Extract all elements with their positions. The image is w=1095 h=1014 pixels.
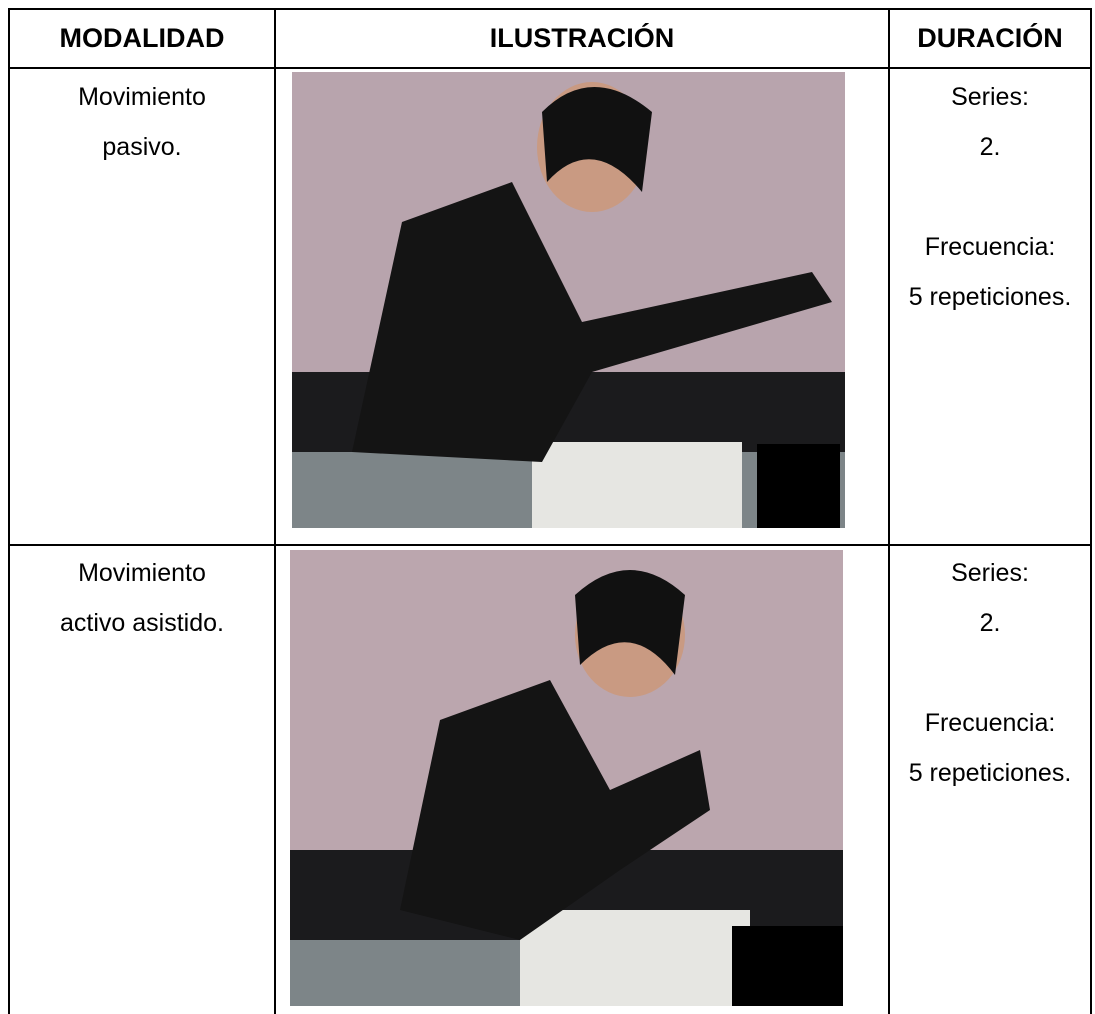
text-line: 5 repeticiones. — [908, 759, 1072, 787]
border — [1090, 8, 1092, 1014]
text-line: 2. — [979, 609, 1001, 637]
border — [8, 67, 1092, 69]
border — [8, 544, 1092, 546]
text-line: Series: — [951, 83, 1029, 111]
text-line: activo asistido. — [60, 609, 224, 637]
modalidad-cell: Movimiento activo asistido. — [10, 548, 274, 648]
text-line: pasivo. — [102, 133, 182, 161]
border — [8, 8, 1092, 10]
text-line: 5 repeticiones. — [908, 283, 1072, 311]
duracion-cell: Series: 2. Frecuencia: 5 repeticiones. — [890, 548, 1090, 798]
border — [8, 8, 10, 1014]
header-cell: DURACIÓN — [917, 23, 1063, 53]
text-line: Series: — [951, 559, 1029, 587]
text-line: 2. — [979, 133, 1001, 161]
photo — [290, 550, 843, 1006]
border — [274, 8, 276, 1014]
duracion-cell: Series: 2. Frecuencia: 5 repeticiones. — [890, 72, 1090, 322]
header-cell: MODALIDAD — [59, 23, 225, 53]
text-line: Movimiento — [78, 559, 206, 587]
photo — [292, 72, 845, 528]
border — [888, 8, 890, 1014]
text-line: Frecuencia: — [924, 709, 1056, 737]
text-line: Frecuencia: — [924, 233, 1056, 261]
header-cell: ILUSTRACIÓN — [489, 23, 675, 53]
modalidad-cell: Movimiento pasivo. — [10, 72, 274, 172]
text-line: Movimiento — [78, 83, 206, 111]
